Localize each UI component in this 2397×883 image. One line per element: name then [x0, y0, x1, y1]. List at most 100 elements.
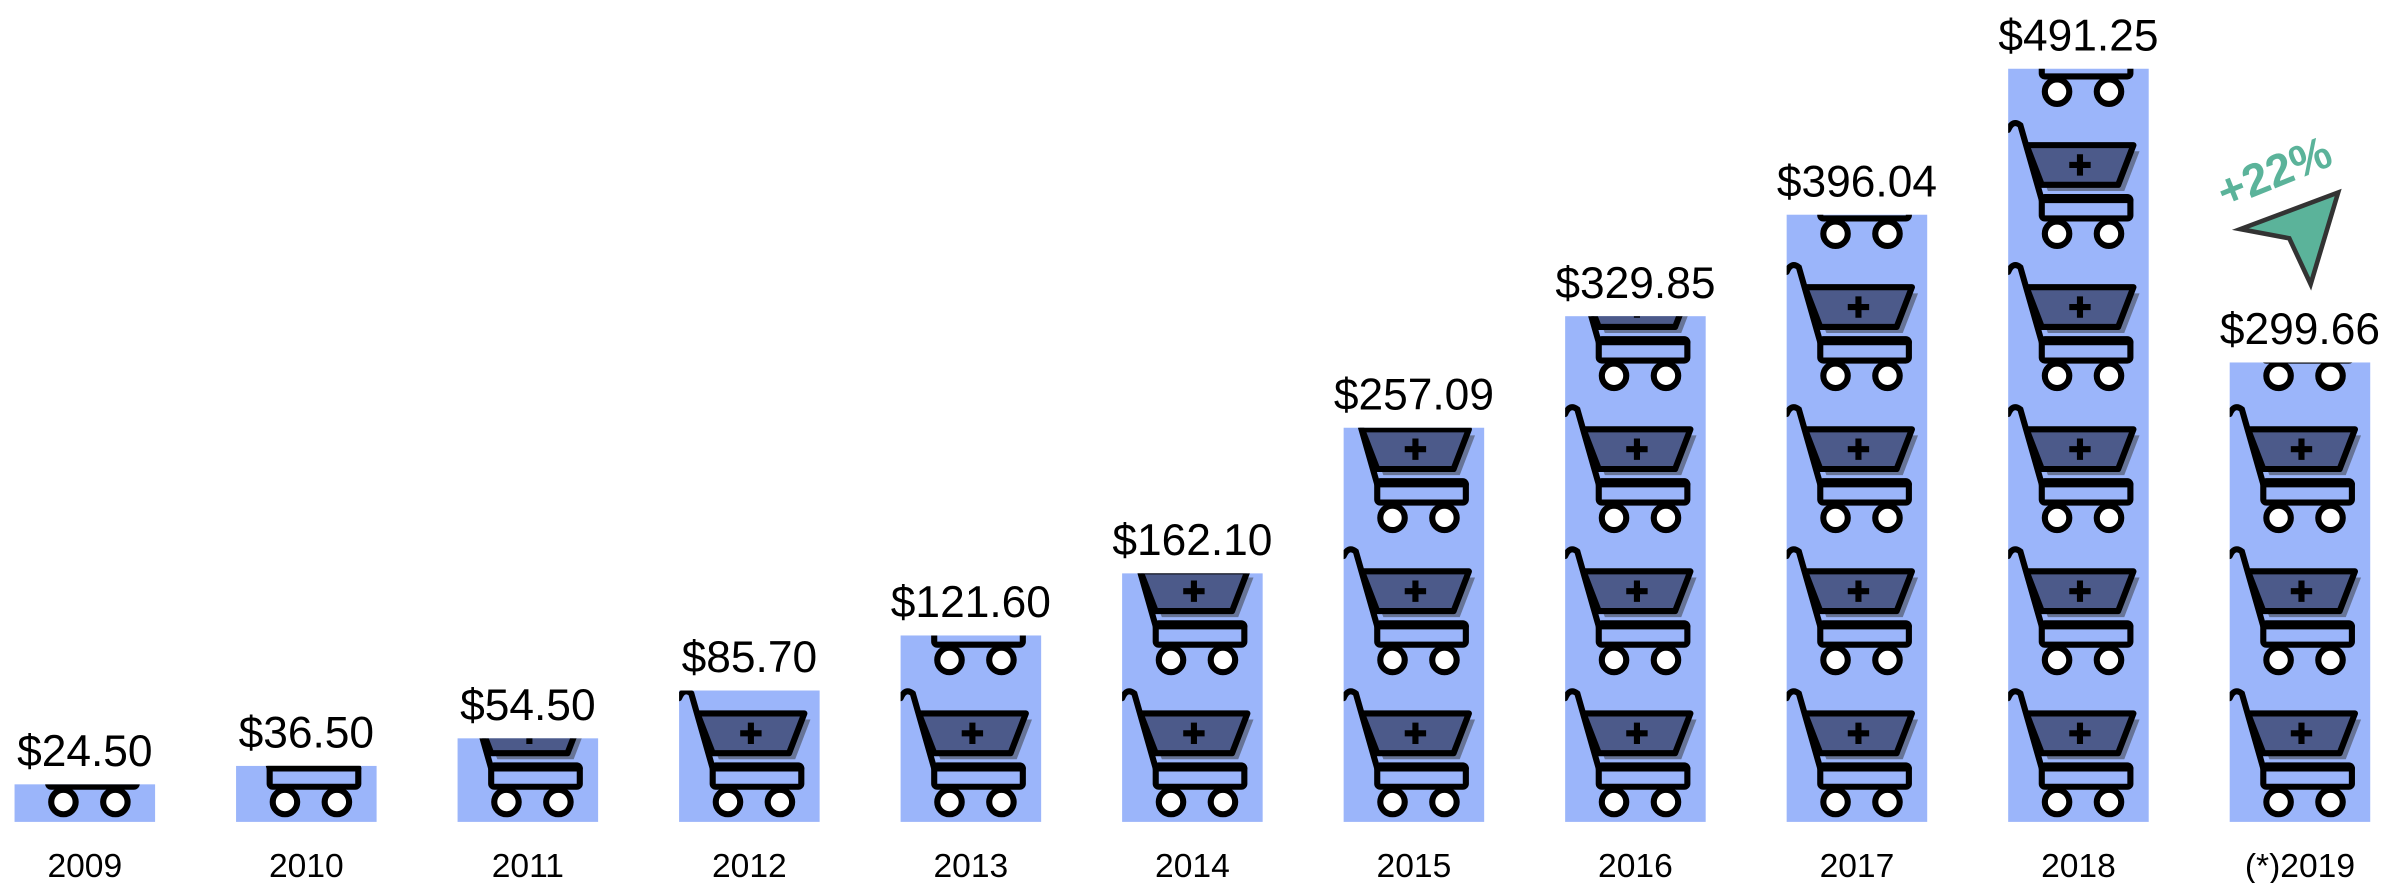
cart-plus [1847, 722, 1870, 744]
cart-wheel [1872, 502, 1903, 534]
bar-icons [265, 765, 362, 818]
cart-wheel [1155, 644, 1187, 676]
cart-icon [1343, 688, 1476, 818]
cart-wheel [2093, 786, 2125, 818]
value-label: $162.10 [1112, 516, 1272, 565]
cart-base [2038, 762, 2134, 790]
bar [236, 765, 377, 822]
bar-icons [900, 635, 1032, 818]
bar [14, 784, 156, 822]
cart-base [2038, 68, 2134, 80]
cart-wheel [986, 786, 1017, 818]
cart-icon [1137, 573, 1254, 676]
cart-wheel [1377, 786, 1408, 818]
cart-wheel [2315, 644, 2346, 676]
cart-icon [1588, 316, 1691, 392]
cart-icon [479, 738, 583, 818]
cart-icon [1565, 404, 1697, 534]
bar-icons [2008, 68, 2140, 818]
cart-icon [2008, 120, 2140, 250]
cart-plus [2069, 580, 2091, 602]
bar-icons [1565, 316, 1697, 818]
cart-icon [1357, 427, 1476, 534]
bar-icons [1122, 573, 1254, 818]
cart-plus [1183, 722, 1205, 744]
cart-icon [2008, 262, 2140, 392]
cart-handle [2008, 546, 2134, 630]
cart-wheel [100, 786, 131, 818]
cart-plus [961, 722, 984, 744]
cart-icon [2229, 688, 2362, 818]
cart-handle [1343, 688, 1469, 772]
value-label: $24.50 [17, 727, 153, 776]
cart-wheel [2041, 786, 2073, 818]
cart-base [1152, 762, 1248, 790]
cart-base [931, 762, 1026, 790]
cart-wheel [2263, 786, 2294, 818]
x-tick-label: 2013 [934, 848, 1009, 883]
cart-wheel [1598, 360, 1630, 392]
cart-base [1374, 762, 1469, 790]
cart-wheel [712, 786, 744, 818]
cart-wheel [934, 786, 965, 818]
cart-handle [2008, 262, 2134, 346]
cart-plus [1404, 580, 1427, 602]
cart-wheel [2041, 360, 2073, 392]
x-tick-label: 2010 [269, 848, 344, 883]
cart-wheel [2041, 644, 2073, 676]
cart-base [1374, 478, 1469, 506]
cart-wheel [543, 786, 574, 818]
cart-wheel [2093, 360, 2125, 392]
cart-wheel [1820, 218, 1851, 250]
value-label: $36.50 [239, 709, 375, 758]
cart-base [45, 784, 140, 790]
cart-icon [265, 765, 362, 818]
cart-plus [740, 722, 762, 744]
cart-wheel [2263, 362, 2294, 392]
cart-base [1595, 336, 1691, 364]
cart-icon [1786, 404, 1919, 534]
cart-wheel [1207, 644, 1239, 676]
cart-wheel [1429, 644, 1460, 676]
cart-wheel [2093, 218, 2125, 250]
cart-wheel [1650, 644, 1682, 676]
cart-base [2260, 478, 2355, 506]
cart-wheel [2093, 644, 2125, 676]
cart-wheel [1429, 502, 1460, 534]
cart-base [1595, 762, 1691, 790]
cart-icon [1786, 262, 1919, 392]
cart-base [1817, 762, 1912, 790]
cart-basket [1591, 316, 1683, 330]
cart-plus [2069, 296, 2091, 318]
cart-handle [1786, 404, 1912, 488]
cart-wheel [2041, 502, 2073, 534]
x-tick-label: 2017 [1820, 848, 1895, 883]
cart-wheel [1598, 644, 1630, 676]
cart-plus [1847, 580, 1870, 602]
cart-wheel [2315, 786, 2346, 818]
cart-wheel [2041, 76, 2073, 107]
cart-plus [1404, 438, 1427, 460]
cart-wheel [1872, 218, 1903, 250]
cart-wheel [1872, 786, 1903, 818]
cart-base [931, 635, 1026, 648]
bar-icons [1786, 214, 1919, 818]
cart-plus [2069, 154, 2091, 176]
cart-wheel [1820, 502, 1851, 534]
cart-base [1595, 620, 1691, 648]
cart-base [2038, 194, 2134, 222]
cart-base [2260, 620, 2355, 648]
cart-wheel [1650, 786, 1682, 818]
cart-handle [1343, 546, 1469, 630]
cart-wheel [764, 786, 796, 818]
cart-plus [1626, 580, 1648, 602]
cart-plus [526, 738, 533, 744]
bar-icons [679, 690, 811, 818]
cart-wheel [1207, 786, 1239, 818]
cart-wheel [1820, 644, 1851, 676]
cart-icon [679, 690, 811, 818]
cart-icon [1565, 546, 1697, 676]
cart-base [1817, 214, 1912, 222]
cart-wheel [2093, 502, 2125, 534]
